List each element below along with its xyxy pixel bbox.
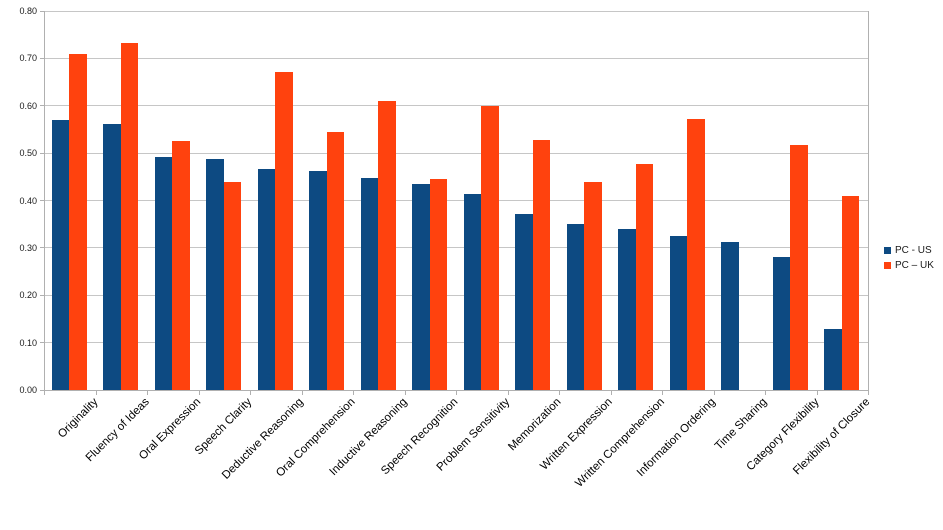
x-axis-tick <box>713 391 715 395</box>
x-axis-tick <box>559 391 560 395</box>
y-axis-label: 0.10 <box>19 337 37 348</box>
x-axis-tick <box>868 391 869 395</box>
bar-pc-uk <box>584 182 602 390</box>
legend-label-pc-us: PC - US <box>895 245 932 256</box>
legend-item-pc-us: PC - US <box>884 245 934 256</box>
y-axis-label: 0.30 <box>19 242 37 253</box>
y-axis-tick <box>40 294 44 296</box>
x-axis-tick <box>250 391 251 395</box>
y-axis-label: 0.20 <box>19 290 37 301</box>
x-axis-tick <box>198 391 200 395</box>
y-gridline <box>44 152 868 154</box>
y-axis-tick <box>40 152 44 154</box>
bar-pc-us <box>51 119 69 390</box>
plot-right-border <box>868 11 869 390</box>
y-gridline <box>44 247 868 249</box>
y-axis-tick <box>40 105 44 107</box>
x-axis-line <box>44 390 869 391</box>
bar-pc-us <box>257 169 275 390</box>
bar-pc-us <box>618 229 636 390</box>
y-gridline <box>44 200 868 201</box>
bar-pc-uk <box>532 139 550 390</box>
bar-pc-uk <box>378 101 396 390</box>
x-axis-tick <box>353 391 354 395</box>
y-gridline <box>44 57 868 59</box>
bar-pc-uk <box>120 42 138 390</box>
x-axis-tick <box>44 391 45 395</box>
legend-swatch-pc-uk-icon <box>884 262 891 269</box>
x-axis-tick <box>456 391 457 395</box>
x-axis-tick <box>816 391 818 395</box>
bar-pc-uk <box>429 179 447 390</box>
x-axis-label: Written Comprehension <box>572 396 667 490</box>
y-axis-label: 0.50 <box>19 148 37 159</box>
bar-pc-uk <box>69 53 87 390</box>
x-axis-tick <box>662 391 663 395</box>
bar-pc-uk <box>635 163 653 390</box>
bar-pc-uk <box>223 182 241 390</box>
y-gridline <box>44 10 868 12</box>
bar-pc-uk <box>790 144 808 390</box>
y-axis-tick <box>40 389 44 391</box>
x-axis-label: Originality <box>55 396 101 441</box>
y-gridline <box>44 294 868 296</box>
bar-pc-us <box>463 194 481 390</box>
y-axis-label: 0.40 <box>19 195 37 206</box>
bar-pc-uk <box>275 72 293 390</box>
x-axis-label: Memorization <box>506 396 564 454</box>
legend-label-pc-uk: PC – UK <box>895 260 934 271</box>
bar-pc-us <box>206 158 224 390</box>
bar-pc-us <box>103 124 121 390</box>
y-axis-line <box>44 11 45 390</box>
y-axis-label: 0.80 <box>19 6 37 16</box>
y-axis-tick <box>40 200 44 201</box>
bar-pc-us <box>669 235 687 390</box>
bar-pc-uk <box>172 141 190 390</box>
bar-pc-us <box>515 214 533 390</box>
x-axis-tick <box>404 391 406 395</box>
y-axis-label: 0.70 <box>19 53 37 64</box>
legend-swatch-pc-us-icon <box>884 247 891 254</box>
x-axis-label: Time Sharing <box>713 396 770 453</box>
bar-pc-uk <box>687 118 705 390</box>
y-axis-tick <box>40 10 44 12</box>
x-axis-tick <box>95 391 97 395</box>
y-axis-label: 0.00 <box>19 385 37 395</box>
x-axis-tick <box>507 391 509 395</box>
bar-pc-us <box>309 170 327 390</box>
bar-pc-us <box>566 224 584 390</box>
bar-pc-us <box>412 183 430 390</box>
y-axis-label: 0.60 <box>19 100 37 111</box>
x-axis-tick <box>301 391 303 395</box>
bar-pc-uk <box>841 195 859 390</box>
bar-pc-us <box>824 329 842 390</box>
bar-pc-us <box>772 257 790 390</box>
bar-pc-uk <box>326 132 344 390</box>
bar-pc-uk <box>481 106 499 390</box>
bar-pc-us <box>360 178 378 390</box>
y-gridline <box>44 342 868 344</box>
bar-pc-us <box>721 242 739 390</box>
y-axis-tick <box>40 342 44 344</box>
bar-pc-us <box>154 157 172 390</box>
legend-item-pc-uk: PC – UK <box>884 260 934 271</box>
x-axis-tick <box>610 391 612 395</box>
y-axis-tick <box>40 247 44 249</box>
x-axis-tick <box>765 391 766 395</box>
x-axis-tick <box>147 391 148 395</box>
y-axis-tick <box>40 57 44 59</box>
y-gridline <box>44 105 868 107</box>
legend: PC - US PC – UK <box>884 245 934 271</box>
